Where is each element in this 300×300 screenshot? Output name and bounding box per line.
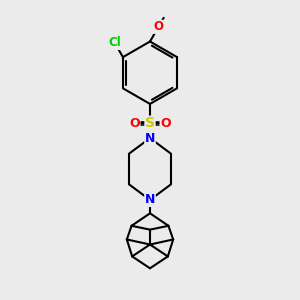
Text: S: S [145, 116, 155, 130]
Text: O: O [129, 117, 140, 130]
Text: N: N [145, 132, 155, 145]
Text: O: O [154, 20, 164, 33]
Text: Cl: Cl [108, 37, 121, 50]
Text: O: O [160, 117, 171, 130]
Text: N: N [145, 194, 155, 206]
